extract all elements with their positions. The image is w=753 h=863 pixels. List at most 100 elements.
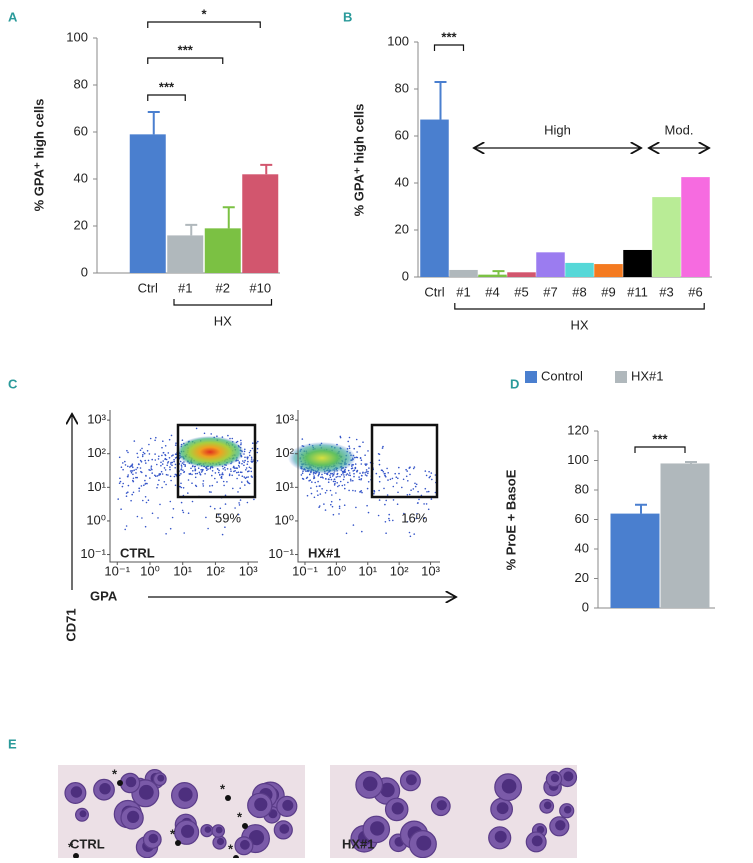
event-dot <box>239 471 242 474</box>
event-dot <box>251 461 253 464</box>
event-dot <box>191 473 193 476</box>
event-dot <box>373 491 376 493</box>
event-dot <box>348 474 350 476</box>
bar <box>623 249 652 277</box>
event-dot <box>138 490 140 492</box>
event-dot <box>242 460 244 462</box>
event-dot <box>141 517 143 519</box>
group-label: HX <box>214 313 232 328</box>
event-dot <box>169 500 172 503</box>
event-dot <box>334 480 337 483</box>
event-dot <box>146 482 148 485</box>
event-dot <box>139 467 142 469</box>
flow-plot <box>288 435 437 538</box>
event-dot <box>158 455 160 458</box>
event-dot <box>251 447 254 450</box>
event-dot <box>408 531 411 534</box>
event-dot <box>340 473 343 476</box>
event-dot <box>174 484 177 487</box>
event-dot <box>228 473 231 476</box>
nucleus <box>127 810 140 824</box>
event-dot <box>313 476 315 479</box>
event-dot <box>136 452 138 455</box>
event-dot <box>180 466 183 468</box>
event-dot <box>164 457 167 460</box>
event-dot <box>365 464 367 467</box>
event-dot <box>378 489 380 492</box>
event-dot <box>323 503 325 505</box>
event-dot <box>182 511 185 514</box>
panel-letter: A <box>8 9 18 24</box>
error-bar <box>434 80 447 120</box>
event-dot <box>318 506 320 509</box>
x-axis-label: GPA <box>90 588 118 603</box>
event-dot <box>338 484 340 487</box>
event-dot <box>156 486 158 489</box>
event-dot <box>300 474 303 476</box>
event-dot <box>386 494 389 496</box>
event-dot <box>171 516 174 519</box>
event-dot <box>135 468 137 471</box>
legend-swatch <box>615 371 627 383</box>
event-dot <box>214 477 216 480</box>
event-dot <box>250 458 253 460</box>
event-dot <box>239 499 242 501</box>
event-dot <box>348 445 351 448</box>
event-dot <box>195 427 198 430</box>
event-dot <box>219 507 222 510</box>
event-dot <box>248 482 251 485</box>
nucleus <box>391 802 404 815</box>
event-dot <box>126 475 129 478</box>
event-dot <box>211 470 214 472</box>
event-dot <box>167 474 169 476</box>
event-dot <box>173 458 175 461</box>
event-dot <box>327 481 330 484</box>
event-dot <box>145 501 148 504</box>
event-dot <box>396 503 399 506</box>
x-tick-label: #6 <box>688 284 702 299</box>
gate <box>176 423 257 499</box>
event-dot <box>317 480 319 483</box>
y-tick-label: 100 <box>66 29 88 44</box>
event-dot <box>209 467 212 470</box>
event-dot <box>122 482 124 485</box>
event-dot <box>423 503 425 505</box>
nucleus <box>240 839 250 850</box>
event-dot <box>220 476 222 479</box>
event-dot <box>132 473 134 476</box>
y-tick-label: 10² <box>275 445 294 460</box>
event-dot <box>151 458 153 461</box>
y-tick-label: 0 <box>402 268 409 283</box>
significance-bracket <box>147 94 186 101</box>
event-dot <box>148 443 150 446</box>
event-dot <box>414 485 417 488</box>
event-dot <box>356 456 359 459</box>
event-dot <box>168 457 171 459</box>
event-dot <box>187 492 189 494</box>
event-dot <box>366 474 368 477</box>
group-bracket <box>173 299 273 306</box>
nucleus <box>216 837 225 846</box>
event-dot <box>200 471 203 473</box>
event-dot <box>342 472 345 474</box>
event-dot <box>120 508 122 511</box>
event-dot <box>157 458 160 460</box>
event-dot <box>127 451 129 454</box>
y-axis-label: % ProE + BasoE <box>503 469 518 570</box>
event-dot <box>143 452 146 455</box>
event-dot <box>250 467 252 470</box>
event-dot <box>124 528 126 531</box>
event-dot <box>352 489 354 492</box>
event-dot <box>124 464 127 466</box>
event-dot <box>149 477 151 479</box>
event-dot <box>360 459 363 462</box>
event-dot <box>203 432 206 435</box>
event-dot <box>224 494 227 497</box>
event-dot <box>244 448 246 451</box>
event-dot <box>385 532 387 534</box>
nucleus <box>416 835 432 851</box>
event-dot <box>321 488 323 490</box>
event-dot <box>145 474 147 477</box>
event-dot <box>348 489 350 492</box>
event-dot <box>237 491 239 493</box>
